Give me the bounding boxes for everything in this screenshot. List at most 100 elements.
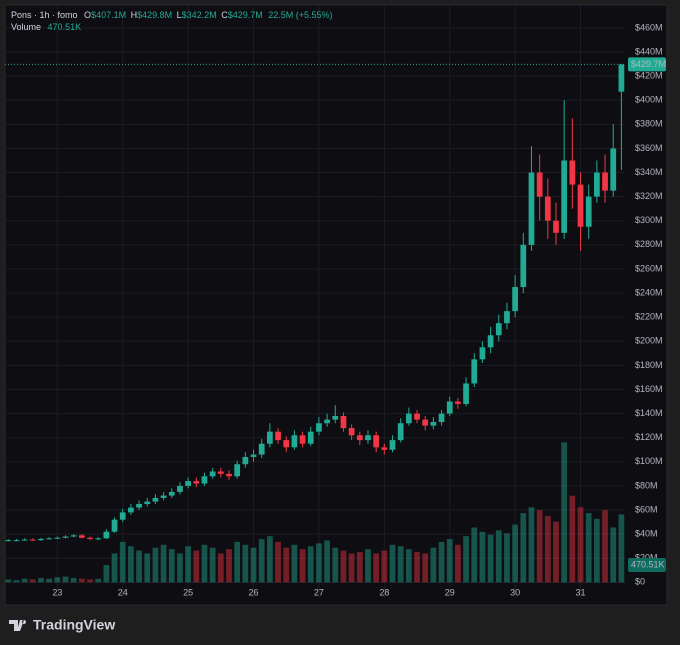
- x-tick-label: 24: [118, 587, 128, 597]
- y-tick-label: $100M: [635, 456, 663, 466]
- x-tick-label: 23: [52, 587, 62, 597]
- volume-bar: [365, 549, 371, 583]
- candle-body: [446, 401, 453, 414]
- candle-body: [348, 428, 355, 436]
- candle-body: [618, 64, 625, 92]
- candle-body: [152, 497, 159, 502]
- candle-body: [111, 519, 118, 532]
- volume-bar: [168, 549, 175, 583]
- volume-bar: [316, 543, 322, 583]
- candle-body: [70, 535, 77, 537]
- volume-bar: [21, 578, 28, 583]
- candle-body: [471, 359, 478, 384]
- volume-bar: [242, 544, 249, 583]
- volume-title: Volume: [11, 22, 41, 32]
- y-tick-label: $120M: [635, 432, 663, 442]
- brand: TradingView: [9, 617, 115, 633]
- candle-body: [356, 435, 363, 441]
- candle-body: [275, 431, 281, 441]
- y-tick-label: $400M: [635, 95, 663, 105]
- volume-bar: [455, 544, 461, 583]
- candle-body: [38, 538, 44, 541]
- candle-body: [463, 383, 469, 404]
- volume-bar: [226, 549, 232, 583]
- candle-body: [54, 537, 61, 539]
- volume-bar: [38, 578, 44, 583]
- volume-value: 470.51K: [48, 22, 82, 32]
- volume-bar: [463, 536, 469, 583]
- candle-body: [528, 172, 535, 245]
- change: 22.5M (+5.55%): [268, 10, 332, 20]
- candle-body: [397, 423, 404, 441]
- y-tick-label: $300M: [635, 215, 663, 225]
- volume-bar: [307, 546, 314, 583]
- candle-body: [177, 485, 183, 492]
- brand-name: TradingView: [33, 617, 115, 633]
- x-tick-label: 28: [379, 587, 389, 597]
- volume-bar: [177, 553, 183, 583]
- volume-bar: [356, 552, 363, 583]
- candle-body: [209, 471, 216, 477]
- volume-bar: [185, 546, 191, 583]
- ohlc-label: C: [221, 10, 228, 20]
- volume-bar: [119, 541, 126, 583]
- volume-bar: [283, 547, 290, 583]
- candle-body: [610, 148, 617, 191]
- ohlc-value: $342.2M: [182, 10, 217, 20]
- x-tick-label: 30: [510, 587, 520, 597]
- volume-bar: [275, 541, 281, 583]
- volume-bar: [479, 531, 486, 583]
- y-tick-label: $280M: [635, 239, 663, 249]
- candle-body: [201, 476, 208, 484]
- candle-body: [103, 531, 110, 539]
- volume-bar: [201, 544, 208, 583]
- volume-bar: [217, 553, 224, 583]
- volume-bar: [193, 550, 200, 583]
- volume-bar: [471, 527, 478, 583]
- candle-body: [577, 184, 584, 227]
- volume-bar: [160, 544, 167, 583]
- candle-body: [487, 335, 494, 348]
- volume-bar: [13, 580, 20, 583]
- y-tick-label: $60M: [635, 504, 658, 514]
- volume-bar: [62, 576, 69, 583]
- candle-body: [217, 471, 224, 474]
- candle-body: [87, 537, 93, 539]
- y-tick-label: $240M: [635, 287, 663, 297]
- volume-bar: [536, 510, 543, 583]
- candle-body: [536, 172, 543, 197]
- y-tick-label: $140M: [635, 408, 663, 418]
- candle-body: [13, 540, 20, 542]
- volume-bar: [561, 442, 568, 583]
- volume-bar: [585, 513, 592, 583]
- candle-body: [291, 435, 298, 448]
- x-tick-label: 26: [249, 587, 259, 597]
- candle-body: [504, 311, 510, 324]
- candle-body: [544, 196, 551, 221]
- candle-body: [299, 435, 306, 444]
- candle-body: [250, 454, 257, 457]
- volume-bar: [95, 578, 102, 583]
- candle-body: [602, 172, 608, 191]
- candle-body: [512, 287, 518, 312]
- volume-bar: [438, 541, 445, 583]
- candle-body: [422, 419, 429, 426]
- volume-bar: [446, 539, 453, 583]
- volume-header: Volume 470.51K: [11, 22, 81, 32]
- y-tick-label: $360M: [635, 143, 663, 153]
- volume-bar: [602, 510, 608, 583]
- candle-body: [5, 540, 12, 542]
- volume-bar: [46, 578, 53, 583]
- volume-bar: [5, 579, 12, 583]
- volume-bar: [103, 565, 110, 583]
- ohlc-label: L: [177, 10, 182, 20]
- candle-body: [160, 495, 167, 498]
- candle-body: [340, 416, 347, 429]
- candle-body: [62, 536, 69, 538]
- candle-body: [381, 447, 388, 450]
- volume-bar: [397, 546, 404, 583]
- y-tick-label: $80M: [635, 480, 658, 490]
- candle-body: [29, 539, 36, 541]
- candle-body: [594, 172, 600, 197]
- candle-body: [242, 456, 249, 465]
